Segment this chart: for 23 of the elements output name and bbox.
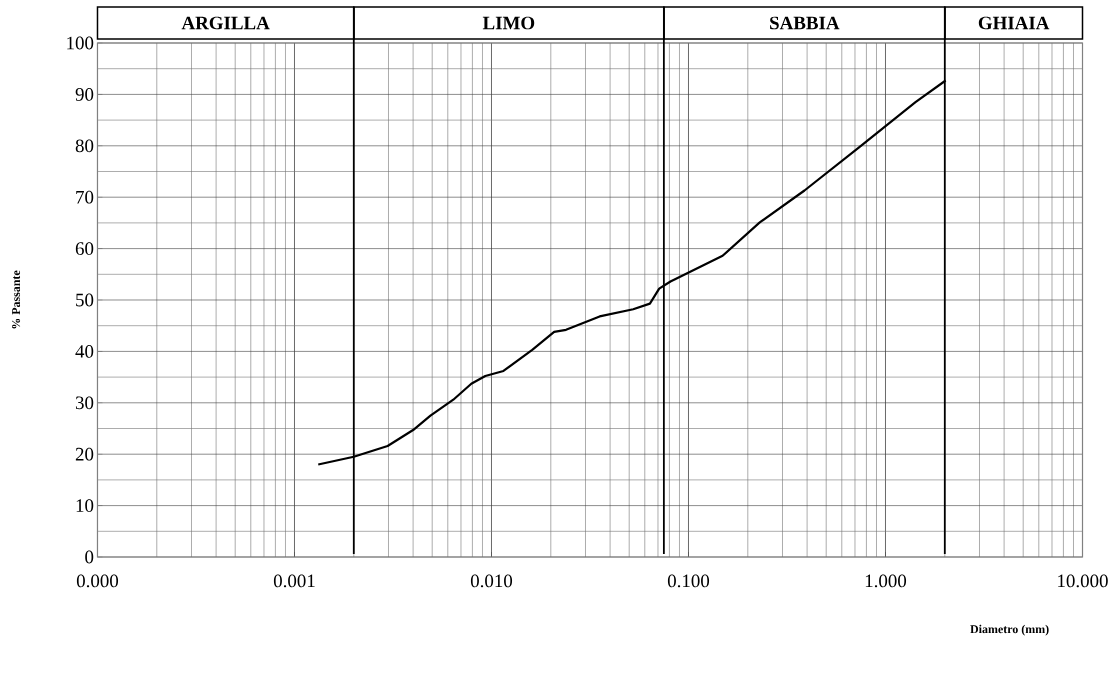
y-tick-label: 50 — [76, 293, 94, 307]
x-tick-label: 0.010 — [470, 574, 513, 588]
text: LIMO — [482, 16, 535, 30]
y-tick-label: 90 — [75, 88, 94, 101]
y-tick-label: 20 — [75, 447, 94, 461]
y-tick-label: 100 — [67, 36, 94, 50]
text: SABBIA — [770, 16, 840, 30]
y-tick-label: 10 — [76, 499, 94, 512]
y-tick-label: 70 — [76, 190, 94, 204]
y-tick-label: 0 — [85, 550, 94, 564]
x-tick-label: 0.001 — [273, 574, 315, 588]
y-tick-label: 30 — [75, 396, 94, 410]
y-tick-label: 60 — [75, 242, 94, 255]
x-tick-label: 0.100 — [667, 574, 710, 588]
x-tick-label: 10.000 — [1058, 574, 1108, 588]
y-axis-title: % Passante — [11, 270, 21, 329]
text: ARGILLA — [181, 16, 270, 30]
text: GHIAIA — [978, 16, 1050, 30]
x-tick-label: 0.000 — [76, 574, 119, 588]
y-tick-label: 80 — [75, 139, 94, 153]
x-tick-label: 1.000 — [865, 574, 907, 588]
y-tick-label: 40 — [75, 345, 94, 358]
x-axis-title: Diametro (mm) — [970, 624, 1049, 636]
